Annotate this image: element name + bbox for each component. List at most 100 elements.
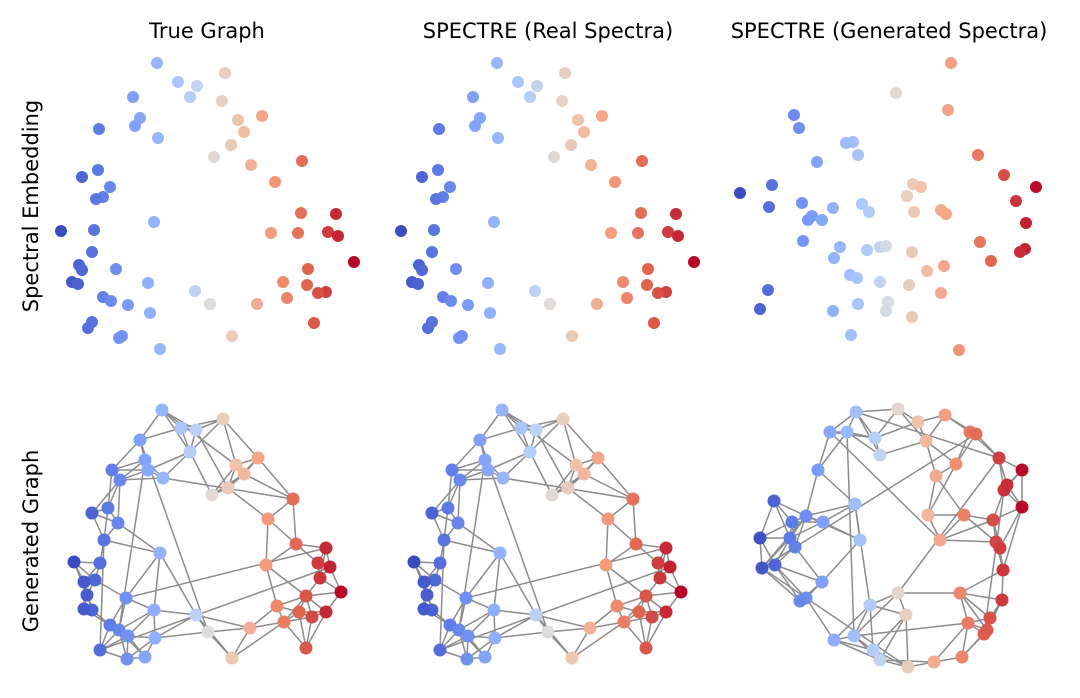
graph-edge xyxy=(265,564,307,597)
graph-edge xyxy=(520,418,564,429)
embedding-point xyxy=(76,264,88,276)
graph-edge xyxy=(207,627,251,633)
graph-node xyxy=(545,488,559,502)
embedding-point xyxy=(432,164,444,176)
embedding-point xyxy=(816,214,828,226)
graph-node xyxy=(815,575,829,589)
embedding-point xyxy=(86,246,98,258)
graph-node xyxy=(113,473,127,487)
graph-node xyxy=(1015,463,1029,477)
embedding-point xyxy=(874,276,886,288)
graph-node xyxy=(120,652,134,666)
graph-edge xyxy=(605,564,647,597)
embedding-point xyxy=(127,91,139,103)
embedding-point xyxy=(890,87,902,99)
graph-node xyxy=(901,660,915,674)
graph-edge xyxy=(494,631,549,639)
graph-node xyxy=(591,451,605,465)
graph-node xyxy=(1000,478,1014,492)
embedding-point xyxy=(754,303,766,315)
graph-node xyxy=(133,433,147,447)
embedding-point xyxy=(852,149,864,161)
graph-node xyxy=(556,412,570,426)
graph-node xyxy=(473,433,487,447)
graph-node xyxy=(767,494,781,508)
embedding-point xyxy=(148,216,160,228)
embedding-point xyxy=(467,91,479,103)
graph-edge xyxy=(761,515,807,569)
graph-edge xyxy=(125,552,161,599)
graph-edge xyxy=(189,418,224,453)
embedding-point xyxy=(802,214,814,226)
embedding-point xyxy=(308,317,320,329)
embedding-point xyxy=(985,255,997,267)
graph-edge xyxy=(265,564,278,607)
embedding-point xyxy=(688,256,700,268)
graph-node xyxy=(639,641,653,655)
graph-node xyxy=(77,602,91,616)
graph-node xyxy=(319,605,333,619)
embedding-point xyxy=(766,179,778,191)
graph-edge xyxy=(499,552,537,616)
graph-edge xyxy=(959,592,1003,601)
embedding-point xyxy=(251,298,263,310)
graph-edge xyxy=(154,614,197,639)
embedding-point xyxy=(827,202,839,214)
graph-edge xyxy=(547,627,591,633)
embedding-point xyxy=(191,80,203,92)
graph-node xyxy=(313,571,327,585)
embedding-point xyxy=(204,298,216,310)
embedding-point xyxy=(512,76,524,88)
graph-edge xyxy=(645,611,667,649)
embedding-point xyxy=(641,279,653,291)
graph-node xyxy=(156,471,170,485)
graph-edge xyxy=(567,487,609,520)
graph-edge xyxy=(897,457,1000,594)
graph-node xyxy=(827,633,841,647)
graph-node xyxy=(237,467,251,481)
graph-edge xyxy=(959,592,988,631)
graph-edge xyxy=(431,479,461,514)
graph-node xyxy=(529,608,543,622)
graph-edge xyxy=(959,592,991,619)
graph-edge xyxy=(761,567,909,668)
graph-node xyxy=(481,463,495,477)
graph-node xyxy=(569,458,583,472)
graph-edge xyxy=(117,522,161,554)
embedding-point xyxy=(295,207,307,219)
embedding-point xyxy=(110,263,122,275)
graph-edge xyxy=(117,479,121,524)
graph-node xyxy=(639,589,653,603)
graph-node xyxy=(437,533,451,547)
graph-node xyxy=(493,546,507,560)
graph-edge xyxy=(195,614,233,659)
embedding-point xyxy=(426,246,438,258)
graph-edge xyxy=(855,411,881,456)
embedding-point xyxy=(605,227,617,239)
embedding-point xyxy=(940,208,952,220)
graph-node xyxy=(961,616,975,630)
graph-edge xyxy=(111,439,141,471)
graph-node xyxy=(823,425,837,439)
graph-node xyxy=(995,593,1009,607)
graph-edge xyxy=(759,500,775,539)
graph-edge xyxy=(479,427,522,441)
graph-node xyxy=(487,603,501,617)
graph-edge xyxy=(846,431,881,456)
embedding-point xyxy=(82,322,94,334)
embedding-point xyxy=(652,287,664,299)
embedding-point xyxy=(216,95,228,107)
embedding-point xyxy=(953,344,965,356)
embedding-point xyxy=(93,123,105,135)
graph-node xyxy=(478,650,492,664)
embedding-point xyxy=(219,67,231,79)
graph-node xyxy=(259,558,273,572)
embedding-point xyxy=(312,287,324,299)
graph-edge xyxy=(535,429,569,489)
embedding-point xyxy=(635,207,647,219)
embedding-point xyxy=(105,295,117,307)
embedding-point xyxy=(840,137,852,149)
graph-node xyxy=(205,488,219,502)
graph-node xyxy=(529,423,543,437)
